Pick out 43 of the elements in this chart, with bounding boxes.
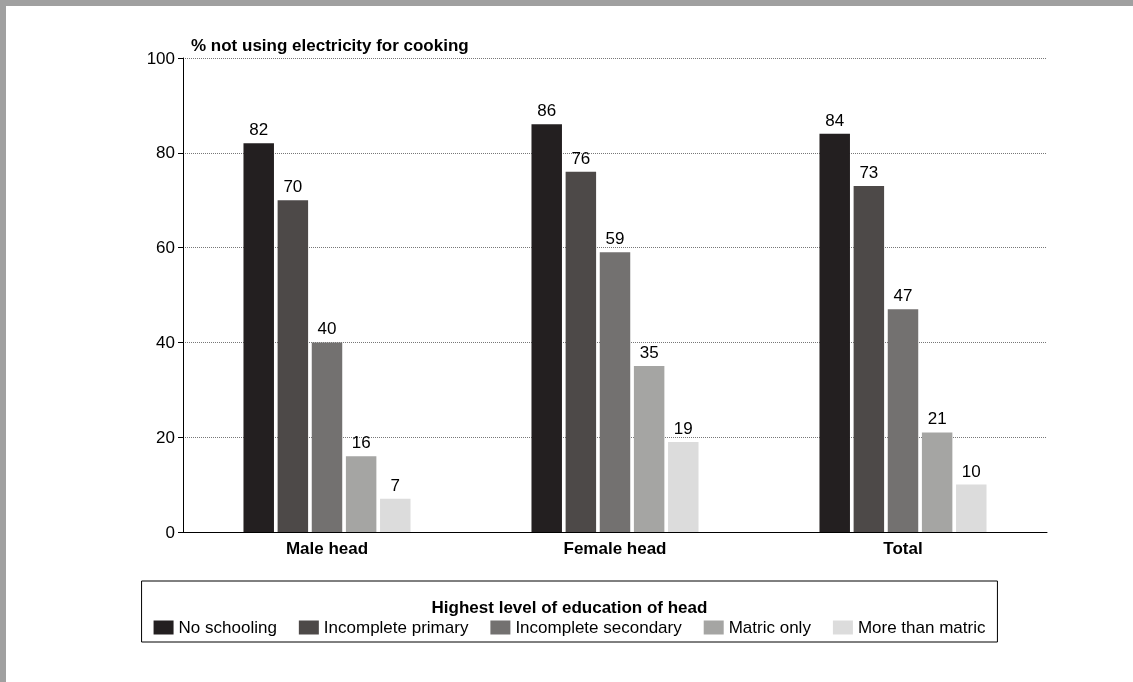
x-tick-label: Female head <box>563 539 667 558</box>
bar <box>277 200 309 532</box>
legend-label: Matric only <box>728 618 812 637</box>
x-tick-label: Male head <box>285 539 369 558</box>
legend-label: Incomplete secondary <box>515 618 683 637</box>
bar <box>853 185 885 532</box>
bar <box>956 484 987 532</box>
legend-title: Highest level of education of head <box>431 598 708 617</box>
data-label: 7 <box>390 475 401 495</box>
bar <box>668 441 699 532</box>
data-label: 40 <box>317 319 337 339</box>
y-tick-label: 100 <box>146 48 175 68</box>
bar <box>633 366 665 532</box>
data-label: 59 <box>605 229 625 249</box>
data-label: 86 <box>537 101 557 121</box>
legend-label: More than matric <box>857 618 986 637</box>
bar <box>921 432 953 532</box>
y-tick-label: 40 <box>156 332 175 352</box>
bar <box>531 124 562 532</box>
data-label: 35 <box>639 343 659 363</box>
data-label: 84 <box>825 110 845 130</box>
y-tick-label: 60 <box>156 238 175 258</box>
data-label: 76 <box>571 148 591 168</box>
bar <box>243 143 274 532</box>
bar <box>345 456 377 532</box>
legend-label: No schooling <box>178 618 277 637</box>
data-label: 82 <box>249 120 269 140</box>
data-label: 73 <box>859 162 879 182</box>
legend-label: Incomplete primary <box>323 618 469 637</box>
data-label: 70 <box>283 177 303 197</box>
y-tick-label: 20 <box>156 427 175 447</box>
bar <box>819 133 850 532</box>
y-axis-title: % not using electricity for cooking <box>191 36 469 55</box>
y-tick-label: 0 <box>165 522 175 542</box>
data-label: 19 <box>673 418 693 438</box>
y-tick-label: 80 <box>156 143 175 163</box>
bar <box>565 171 597 532</box>
data-label: 10 <box>961 461 981 481</box>
x-tick-label: Total <box>883 539 923 558</box>
data-label: 21 <box>927 409 947 429</box>
data-label: 47 <box>893 286 913 306</box>
bar <box>380 498 411 532</box>
data-label: 16 <box>351 433 371 453</box>
